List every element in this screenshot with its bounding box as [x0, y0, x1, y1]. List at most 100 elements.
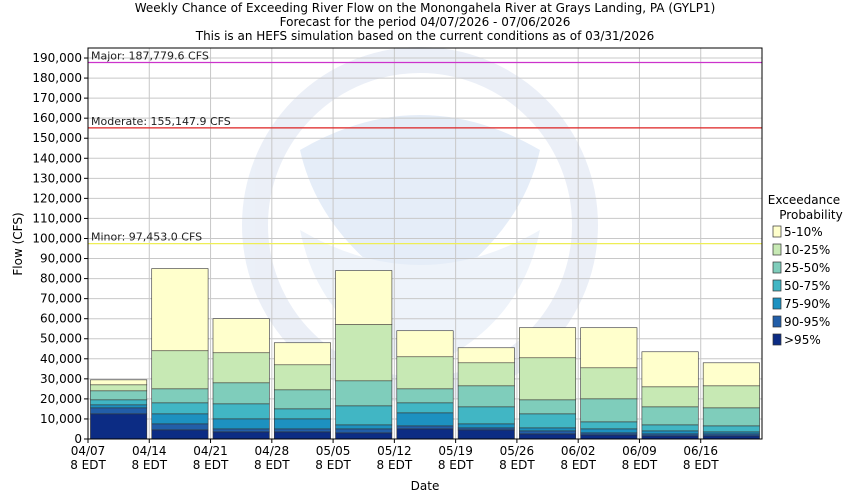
- bar-segment: [702, 425, 760, 433]
- x-tick-time: 8 EDT: [193, 458, 229, 472]
- legend-title-line1: Exceedance: [768, 193, 840, 207]
- y-tick-label: 140,000: [32, 151, 82, 165]
- legend-entry: 75-90%: [784, 297, 830, 311]
- y-tick-label: 100,000: [32, 231, 82, 245]
- bar-segment: [335, 424, 393, 430]
- bar-segment: [580, 367, 638, 400]
- bar-segment: [396, 402, 454, 414]
- bar-segment: [457, 423, 515, 429]
- y-tick-label: 150,000: [32, 131, 82, 145]
- bar-segment: [580, 398, 638, 423]
- y-tick-label: 130,000: [32, 171, 82, 185]
- bar-segment: [702, 362, 760, 387]
- bar-segment: [641, 386, 699, 408]
- bar-segment: [396, 356, 454, 390]
- x-axis-label: Date: [411, 479, 440, 493]
- x-tick-date: 06/16: [683, 444, 718, 458]
- y-tick-label: 30,000: [40, 372, 82, 386]
- y-tick-label: 40,000: [40, 352, 82, 366]
- y-tick-label: 60,000: [40, 312, 82, 326]
- x-tick-time: 8 EDT: [560, 458, 596, 472]
- x-tick-date: 05/12: [377, 444, 412, 458]
- legend-swatch: [772, 297, 782, 310]
- y-tick-label: 160,000: [32, 111, 82, 125]
- bar-segment: [335, 270, 393, 326]
- threshold-label: Minor: 97,453.0 CFS: [91, 231, 202, 244]
- bar-segment: [641, 351, 699, 388]
- bar-segment: [335, 405, 393, 426]
- legend-swatch: [772, 243, 782, 256]
- bar-segment: [273, 408, 331, 420]
- bar-segment: [580, 428, 638, 434]
- bar-segment: [273, 389, 331, 410]
- bar-segment: [519, 399, 577, 415]
- x-tick-date: 04/07: [71, 444, 106, 458]
- bar-segment: [90, 413, 148, 440]
- bar-segment: [702, 407, 760, 427]
- x-tick-time: 8 EDT: [377, 458, 413, 472]
- legend-entry: 90-95%: [784, 315, 830, 329]
- bar-segment: [90, 390, 148, 401]
- legend-entry: >95%: [784, 333, 821, 347]
- legend: Exceedance Probability 5-10% 10-25% 25-50%…: [768, 193, 843, 347]
- bars: [90, 268, 760, 440]
- chart-title: Weekly Chance of Exceeding River Flow on…: [135, 1, 716, 15]
- bar-segment: [212, 352, 270, 384]
- bar-segment: [519, 413, 577, 429]
- bar-segment: [151, 429, 209, 440]
- bar-segment: [702, 433, 760, 437]
- bar-segment: [212, 318, 270, 354]
- x-tick-time: 8 EDT: [315, 458, 351, 472]
- y-tick-label: 90,000: [40, 252, 82, 266]
- bar-segment: [151, 413, 209, 425]
- x-tick-date: 04/21: [193, 444, 228, 458]
- legend-entry: 25-50%: [784, 261, 830, 275]
- x-tick-time: 8 EDT: [683, 458, 719, 472]
- bar-segment: [273, 428, 331, 433]
- bar-segment: [273, 364, 331, 391]
- y-tick-label: 10,000: [40, 412, 82, 426]
- bar-segment: [212, 403, 270, 420]
- x-tick-time: 8 EDT: [438, 458, 474, 472]
- bar-segment: [457, 385, 515, 408]
- bar-segment: [519, 327, 577, 359]
- threshold-lines: Major: 187,779.6 CFS Moderate: 155,147.9 …: [88, 49, 762, 245]
- bar-segment: [702, 431, 760, 435]
- bar-segment: [580, 327, 638, 369]
- legend-swatch: [772, 315, 782, 328]
- bar-segment: [457, 427, 515, 431]
- bar-segment: [396, 388, 454, 404]
- legend-entry: 10-25%: [784, 243, 830, 257]
- x-tick-date: 04/28: [255, 444, 290, 458]
- x-tick-date: 05/19: [438, 444, 473, 458]
- y-tick-label: 80,000: [40, 272, 82, 286]
- y-axis-label: Flow (CFS): [11, 212, 25, 275]
- bar-segment: [457, 362, 515, 387]
- bar-segment: [273, 431, 331, 440]
- legend-title-line2: Probability: [779, 208, 842, 222]
- bar-segment: [90, 404, 148, 409]
- bar-segment: [519, 427, 577, 432]
- bar-segment: [396, 412, 454, 427]
- threshold-label: Major: 187,779.6 CFS: [91, 49, 209, 62]
- bar-segment: [641, 430, 699, 435]
- bar-segment: [335, 324, 393, 382]
- y-tick-label: 180,000: [32, 71, 82, 85]
- y-tick-label: 20,000: [40, 392, 82, 406]
- x-tick-time: 8 EDT: [499, 458, 535, 472]
- bar-segment: [519, 430, 577, 435]
- bar-segment: [580, 432, 638, 436]
- bar-segment: [396, 425, 454, 430]
- bar-segment: [273, 342, 331, 366]
- bar-segment: [519, 433, 577, 440]
- y-axis-ticks: 0 10,000 20,000 30,000 40,000 50,000 60,000 70,…: [32, 51, 88, 446]
- legend-entry: 50-75%: [784, 279, 830, 293]
- legend-swatch: [772, 261, 782, 274]
- x-tick-date: 06/02: [561, 444, 596, 458]
- bar-segment: [335, 432, 393, 440]
- y-tick-label: 0: [74, 432, 82, 446]
- bar-segment: [580, 421, 638, 430]
- bar-segment: [90, 384, 148, 392]
